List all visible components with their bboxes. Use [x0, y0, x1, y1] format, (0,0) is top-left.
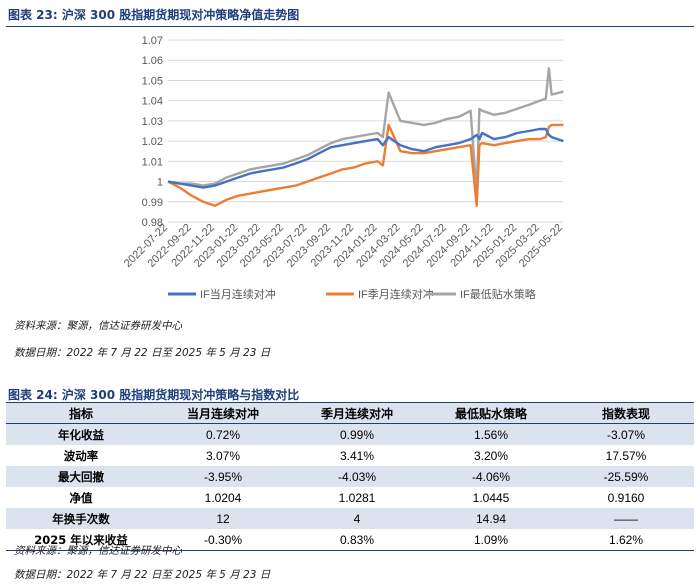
- net-value-line-chart: 0.980.9911.011.021.031.041.051.061.07202…: [122, 35, 565, 301]
- table-row: 年化收益 0.72% 0.99% 1.56% -3.07%: [6, 423, 694, 445]
- figure-24-source-note: 资料来源：聚源，信达证券研发中心: [14, 545, 182, 557]
- figure-24-date-note: 数据日期：2022 年 7 月 22 日至 2025 年 5 月 23 日: [14, 569, 271, 581]
- y-tick-label: 1.05: [142, 75, 163, 87]
- table-cell: -4.06%: [424, 466, 558, 487]
- table-cell: 1.0204: [204, 490, 242, 505]
- y-tick-label: 1.02: [142, 136, 163, 148]
- figure-23-title: 图表 23: 沪深 300 股指期货期现对冲策略净值走势图: [8, 8, 300, 22]
- row-label: 年化收益: [6, 423, 156, 445]
- row-label: 波动率: [63, 448, 99, 463]
- legend-label: IF季月连续对冲: [358, 287, 434, 301]
- table-row: 年换手次数 12 4 14.94 ——: [6, 508, 694, 529]
- y-tick-label: 1.07: [142, 35, 163, 47]
- table-cell: -25.59%: [558, 466, 694, 487]
- table-cell: 12: [156, 508, 290, 529]
- table-cell: -3.07%: [558, 423, 694, 445]
- row-label: 净值: [69, 490, 93, 505]
- figure-23-source-note: 资料来源：聚源，信达证券研发中心: [14, 320, 182, 332]
- figure-24-rule: [6, 402, 694, 403]
- header-index: 指数表现: [558, 403, 694, 424]
- y-tick-label: 0.98: [142, 217, 163, 229]
- table-cell: 3.20%: [473, 448, 509, 463]
- table-cell: 0.99%: [290, 423, 424, 445]
- figure-24-title: 图表 24: 沪深 300 股指期货期现对冲策略与指数对比: [8, 388, 300, 402]
- table-cell: 14.94: [424, 508, 558, 529]
- y-tick-label: 1.03: [142, 116, 163, 128]
- series-line-2: [167, 67, 564, 195]
- table-cell: 1.62%: [558, 529, 694, 551]
- table-cell: 17.57%: [605, 448, 647, 463]
- row-label: 年换手次数: [6, 508, 156, 529]
- table-cell: 0.83%: [290, 529, 424, 551]
- figure-23-rule: [6, 26, 694, 27]
- table-cell: 3.07%: [205, 448, 241, 463]
- header-quarterly-hedge: 季月连续对冲: [290, 403, 424, 424]
- y-tick-label: 1.01: [142, 156, 163, 168]
- legend-label: IF最低贴水策略: [460, 287, 536, 301]
- y-tick-label: 1.04: [142, 96, 163, 108]
- row-label: 最大回撤: [6, 466, 156, 487]
- table-cell: -0.30%: [156, 529, 290, 551]
- y-tick-label: 0.99: [142, 197, 163, 209]
- table-cell: -4.03%: [290, 466, 424, 487]
- table-cell: 1.0445: [472, 490, 510, 505]
- table-header-row: 指标 当月连续对冲 季月连续对冲 最低贴水策略 指数表现: [6, 403, 694, 424]
- legend-label: IF当月连续对冲: [200, 287, 276, 301]
- table-cell: 0.72%: [156, 423, 290, 445]
- figure-23-date-note: 数据日期：2022 年 7 月 22 日至 2025 年 5 月 23 日: [14, 347, 271, 359]
- series-line-1: [167, 123, 564, 208]
- table-cell: 1.0281: [338, 490, 376, 505]
- table-cell: 1.56%: [424, 423, 558, 445]
- y-tick-label: 1: [157, 177, 163, 189]
- table-cell: 4: [290, 508, 424, 529]
- table-cell: ——: [558, 508, 694, 529]
- strategy-comparison-table: 指标 当月连续对冲 季月连续对冲 最低贴水策略 指数表现 年化收益 0.72% …: [6, 403, 694, 551]
- table-cell: 1.09%: [424, 529, 558, 551]
- table-row: 波动率 3.07% 3.41% 3.20% 17.57%: [6, 445, 694, 466]
- table-row: 2025 年以来收益 -0.30% 0.83% 1.09% 1.62%: [6, 529, 694, 551]
- row-label: 2025 年以来收益: [6, 529, 156, 551]
- table-row: 最大回撤 -3.95% -4.03% -4.06% -25.59%: [6, 466, 694, 487]
- table-cell: 0.9160: [607, 490, 645, 505]
- header-monthly-hedge: 当月连续对冲: [156, 403, 290, 424]
- table-cell: 3.41%: [339, 448, 375, 463]
- header-indicator: 指标: [6, 403, 156, 424]
- header-min-discount: 最低贴水策略: [424, 403, 558, 424]
- table-cell: -3.95%: [156, 466, 290, 487]
- series-line-0: [167, 127, 564, 189]
- y-tick-label: 1.06: [142, 55, 163, 67]
- table-row: 净值 1.0204 1.0281 1.0445 0.9160: [6, 487, 694, 508]
